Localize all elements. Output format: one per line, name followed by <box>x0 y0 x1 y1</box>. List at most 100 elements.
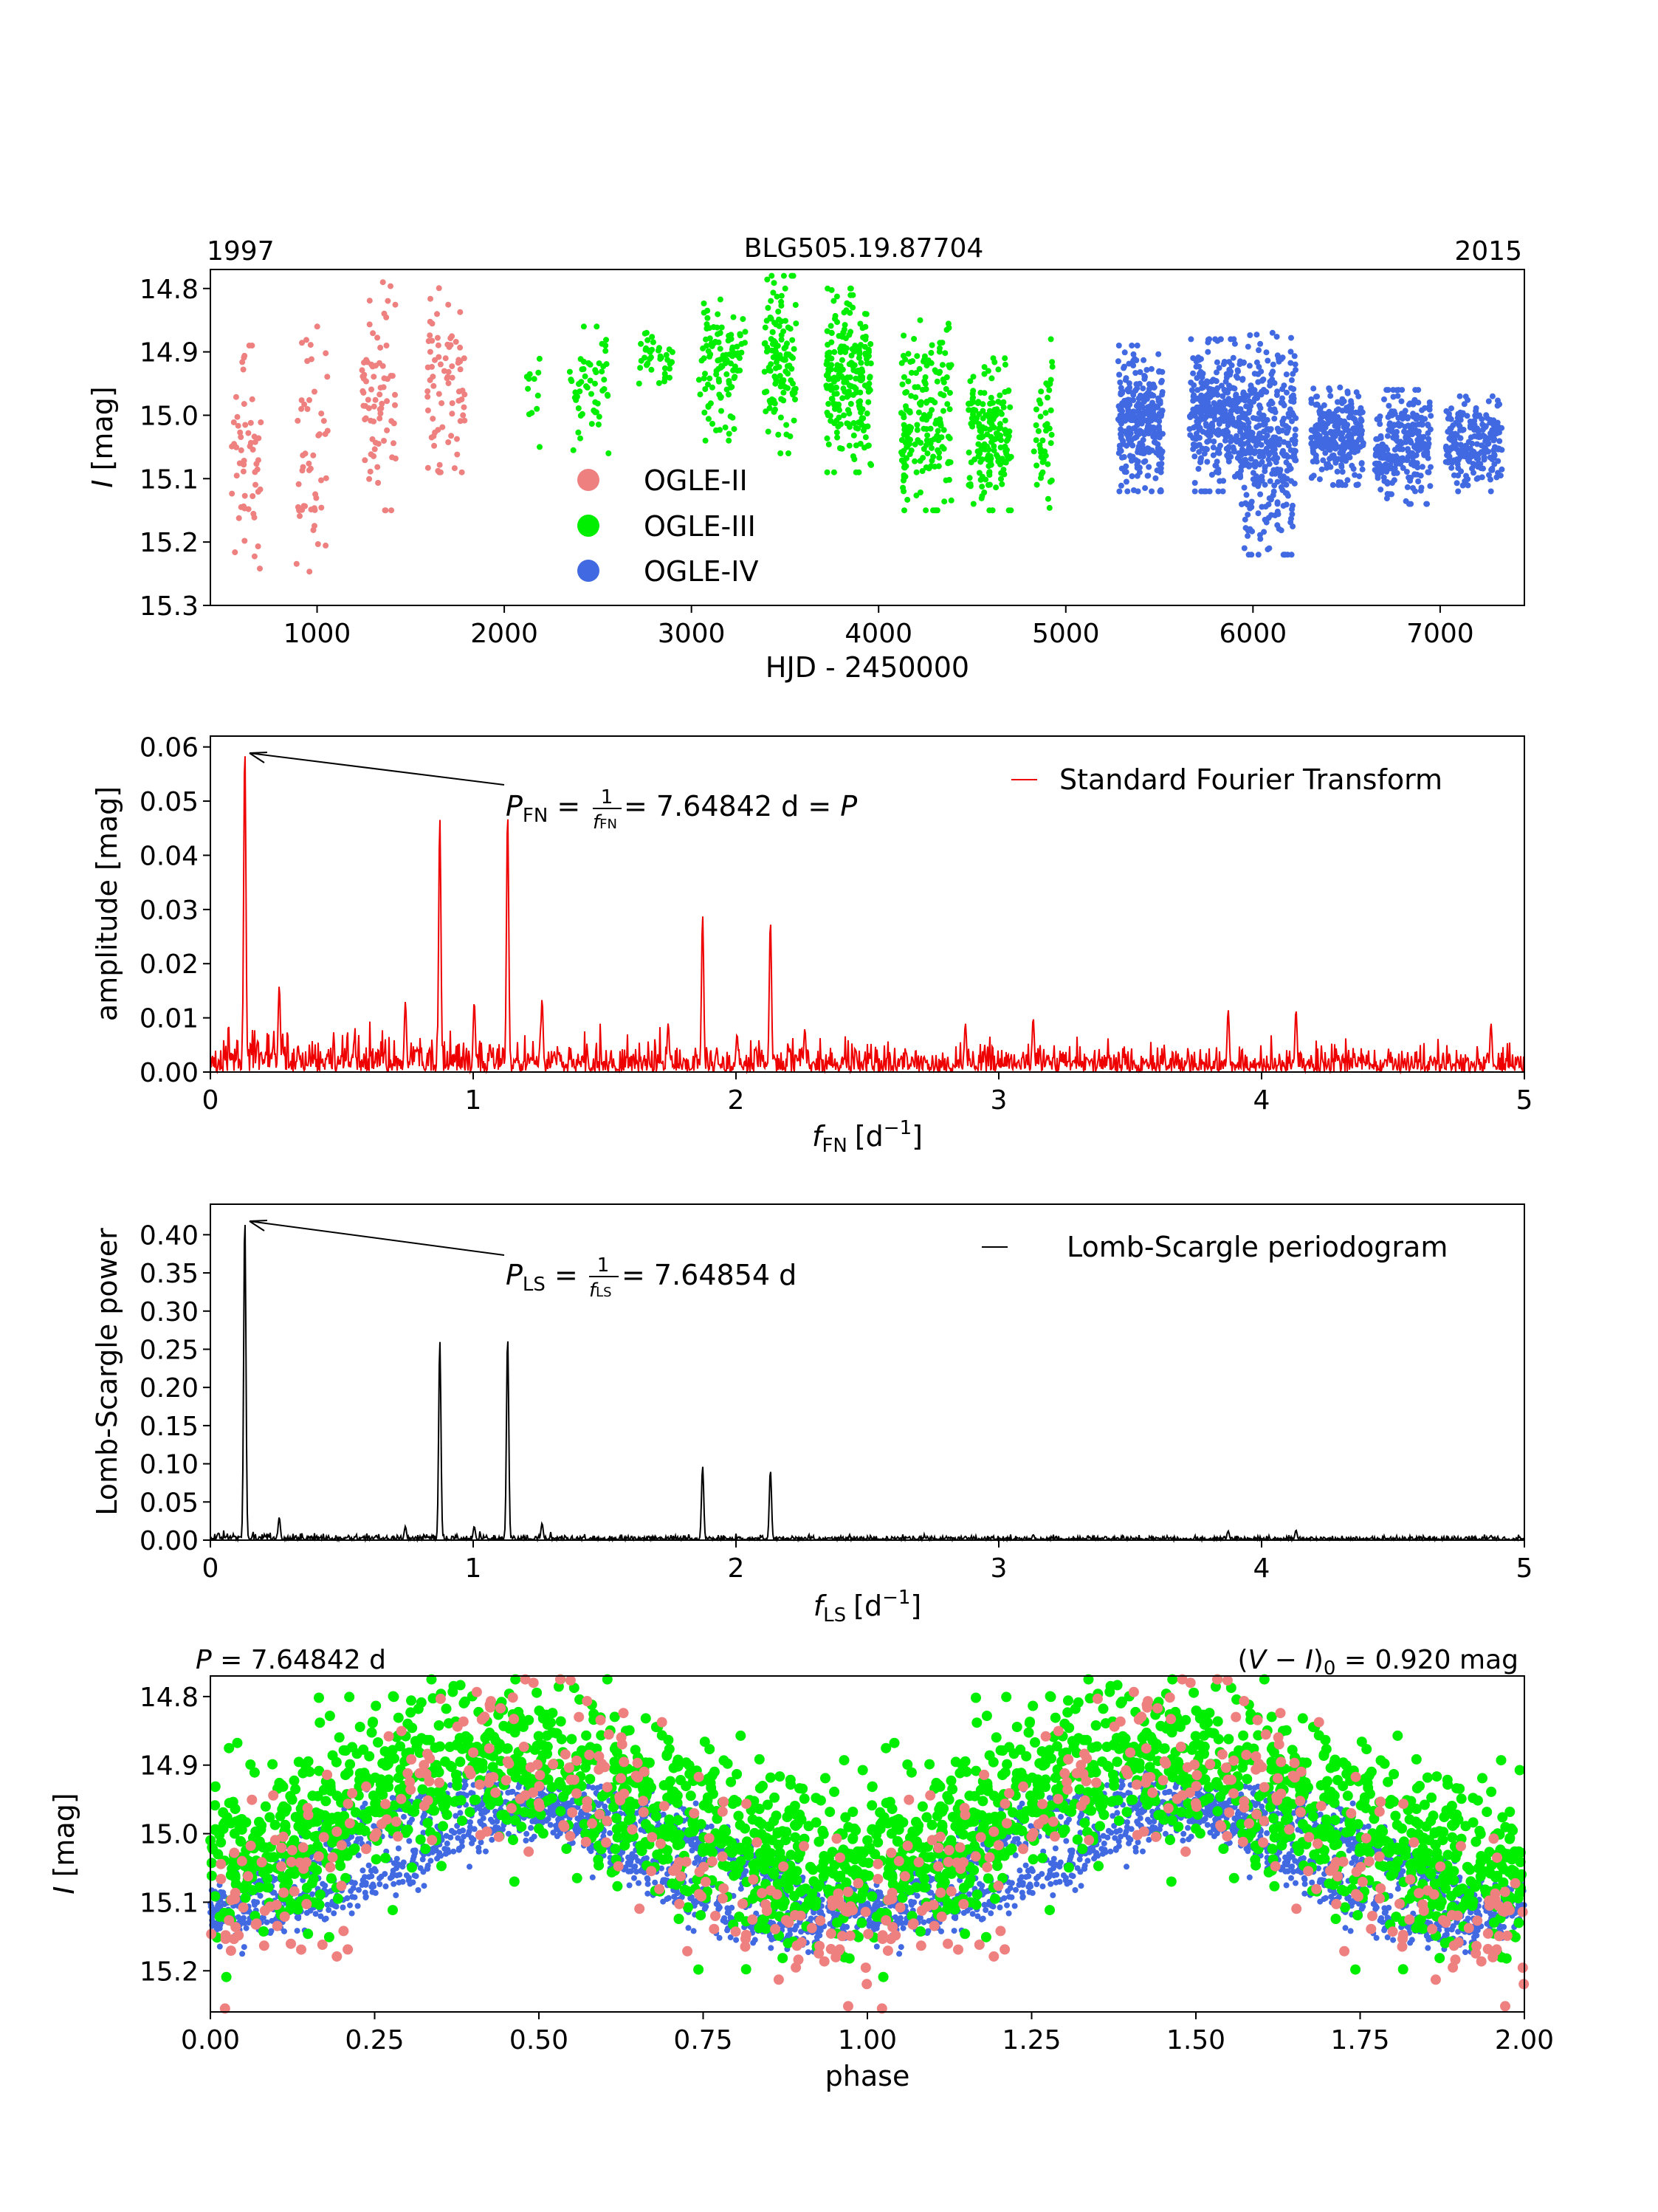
lightcurve-point-ogle4-0-241 <box>1137 369 1143 375</box>
lightcurve-point-ogle2-0-48 <box>233 394 239 400</box>
lightcurve-point-ogle4-5-160 <box>1479 442 1485 449</box>
lightcurve-point-ogle2-0-31 <box>249 343 255 348</box>
lightcurve-point-ogle4-4-205 <box>1385 387 1392 394</box>
phased-point-ogle4-55-0 <box>348 1910 355 1917</box>
lightcurve-point-ogle3-3-105 <box>704 321 710 328</box>
lightcurve-point-ogle3-7-149 <box>985 368 991 374</box>
lightcurve-point-ogle4-4-231 <box>1409 450 1416 456</box>
phased-tr-value: = 0.920 mag <box>1335 1645 1518 1675</box>
lightcurve-point-ogle3-4-40 <box>763 408 769 415</box>
lightcurve-point-ogle3-8-40 <box>1044 421 1050 427</box>
lightcurve-point-ogle4-3-237 <box>1332 459 1339 466</box>
lightcurve-point-ogle4-2-206 <box>1237 437 1244 444</box>
phased-point-ogle4-918-1 <box>1047 1871 1053 1878</box>
lightcurve-point-ogle3-7-100 <box>970 374 977 380</box>
lightcurve-point-ogle4-2-181 <box>1238 452 1245 458</box>
lightcurve-point-ogle4-0-273 <box>1135 413 1141 420</box>
lightcurve-point-ogle4-2-344 <box>1288 515 1294 522</box>
ls-xlabel-unit: [d <box>853 1590 882 1622</box>
lightcurve-point-ogle3-6-182 <box>930 507 936 514</box>
lightcurve-point-ogle3-4-90 <box>783 422 790 428</box>
lightcurve-point-ogle3-5-64 <box>850 420 857 426</box>
lightcurve-point-ogle4-2-1 <box>1292 433 1298 439</box>
lightcurve-point-ogle3-3-29 <box>705 416 712 422</box>
lightcurve-point-ogle4-3-213 <box>1313 402 1319 408</box>
phased-point-ogle4-374-0 <box>393 1892 399 1898</box>
lightcurve-point-ogle4-5-178 <box>1475 429 1482 436</box>
lightcurve-point-ogle4-2-278 <box>1247 505 1253 512</box>
lightcurve-point-ogle4-0-277 <box>1118 431 1124 438</box>
lightcurve-point-ogle4-2-275 <box>1247 332 1253 338</box>
ls-annot-var: P <box>506 1259 523 1291</box>
lightcurve-point-ogle3-5-136 <box>831 378 837 385</box>
lightcurve-point-ogle4-5-190 <box>1448 416 1454 422</box>
lightcurve-point-ogle3-1-49 <box>570 447 577 453</box>
lightcurve-point-ogle3-5-117 <box>856 402 863 408</box>
lightcurve-point-ogle3-8-26 <box>1033 406 1039 413</box>
lightcurve-point-ogle4-5-151 <box>1487 488 1494 495</box>
lightcurve-point-ogle3-6-69 <box>912 458 918 464</box>
lightcurve-point-ogle4-3-187 <box>1308 434 1315 441</box>
lightcurve-point-ogle4-3-209 <box>1352 426 1359 433</box>
lightcurve-point-ogle2-1-43 <box>306 467 312 473</box>
lightcurve-point-ogle3-6-101 <box>912 394 919 401</box>
lightcurve-point-ogle3-8-39 <box>1039 469 1046 475</box>
lightcurve-point-ogle3-5-178 <box>867 461 874 467</box>
lombscargle-ytick-label-1: 0.05 <box>140 1488 199 1518</box>
lightcurve-point-ogle3-6-147 <box>934 433 940 439</box>
phased-point-ogle4-714-1 <box>1301 1890 1308 1897</box>
lightcurve-point-ogle3-4-95 <box>782 344 789 351</box>
lightcurve-point-ogle2-1-30 <box>300 503 307 509</box>
lightcurve-point-ogle3-6-46 <box>914 427 921 433</box>
lightcurve-point-ogle4-0-216 <box>1126 380 1132 387</box>
lightcurve-point-ogle4-2-354 <box>1248 429 1255 436</box>
lightcurve-point-ogle3-5-196 <box>861 444 867 451</box>
lightcurve-point-ogle3-5-173 <box>828 418 834 424</box>
lightcurve-point-ogle4-2-183 <box>1266 461 1273 467</box>
lightcurve-point-ogle4-5-206 <box>1492 428 1499 435</box>
phased-point-ogle4-401-0 <box>356 1886 362 1893</box>
lightcurve-point-ogle3-5-187 <box>843 345 850 351</box>
lightcurve-point-ogle3-1-17 <box>602 348 609 354</box>
lightcurve-point-ogle2-3-60 <box>429 320 436 327</box>
lightcurve-point-ogle4-2-191 <box>1263 388 1270 395</box>
phased-point-ogle4-892-0 <box>427 1858 434 1864</box>
lightcurve-point-ogle3-4-106 <box>764 276 771 283</box>
lightcurve-point-ogle2-1-24 <box>307 342 314 348</box>
lightcurve-point-ogle3-8-10 <box>1049 359 1056 365</box>
lightcurve-point-ogle3-6-56 <box>912 441 918 447</box>
lightcurve-point-ogle4-2-52 <box>1253 332 1260 338</box>
lightcurve-point-ogle3-3-83 <box>726 378 732 384</box>
lightcurve-point-ogle2-2-52 <box>371 453 377 459</box>
lightcurve-point-ogle4-4-257 <box>1410 401 1417 408</box>
lightcurve-point-ogle3-6-82 <box>913 469 920 475</box>
lightcurve-point-ogle3-7-130 <box>985 411 991 418</box>
lightcurve-point-ogle3-4-70 <box>770 289 777 296</box>
lightcurve-point-ogle4-1-279 <box>1213 378 1220 385</box>
lightcurve-point-ogle3-6-186 <box>902 389 909 396</box>
lightcurve-point-ogle2-2-49 <box>378 405 385 411</box>
fourier-annot-eq: = <box>548 790 580 822</box>
phased-point-ogle4-355-1 <box>1099 1850 1106 1857</box>
lightcurve-point-ogle3-4-104 <box>779 356 785 363</box>
lightcurve-point-ogle2-2-50 <box>384 398 391 405</box>
lightcurve-point-ogle4-5-153 <box>1455 488 1462 495</box>
lightcurve-point-ogle3-6-4 <box>913 492 920 499</box>
lightcurve-point-ogle4-0-260 <box>1152 439 1159 446</box>
lightcurve-point-ogle4-2-262 <box>1245 409 1252 416</box>
lightcurve-point-ogle4-0-203 <box>1150 425 1157 430</box>
lightcurve-point-ogle2-2-11 <box>372 396 379 403</box>
lightcurve-point-ogle3-5-209 <box>864 360 870 366</box>
lightcurve-point-ogle4-5-105 <box>1489 467 1496 473</box>
lightcurve-point-ogle4-1-68 <box>1214 369 1220 376</box>
ls-annot-den-sub: LS <box>596 1285 611 1300</box>
lightcurve-point-ogle3-7-127 <box>998 475 1004 482</box>
lightcurve-point-ogle3-5-70 <box>841 412 847 419</box>
lightcurve-point-ogle4-3-37 <box>1327 393 1334 399</box>
phased-point-ogle4-865-0 <box>421 1883 427 1889</box>
lightcurve-point-ogle3-4-80 <box>782 317 788 324</box>
lightcurve-point-ogle4-5-196 <box>1454 456 1460 463</box>
lightcurve-point-ogle2-3-46 <box>461 404 467 411</box>
lightcurve-point-ogle4-0-229 <box>1126 408 1133 415</box>
lightcurve-point-ogle3-6-2 <box>929 444 935 451</box>
